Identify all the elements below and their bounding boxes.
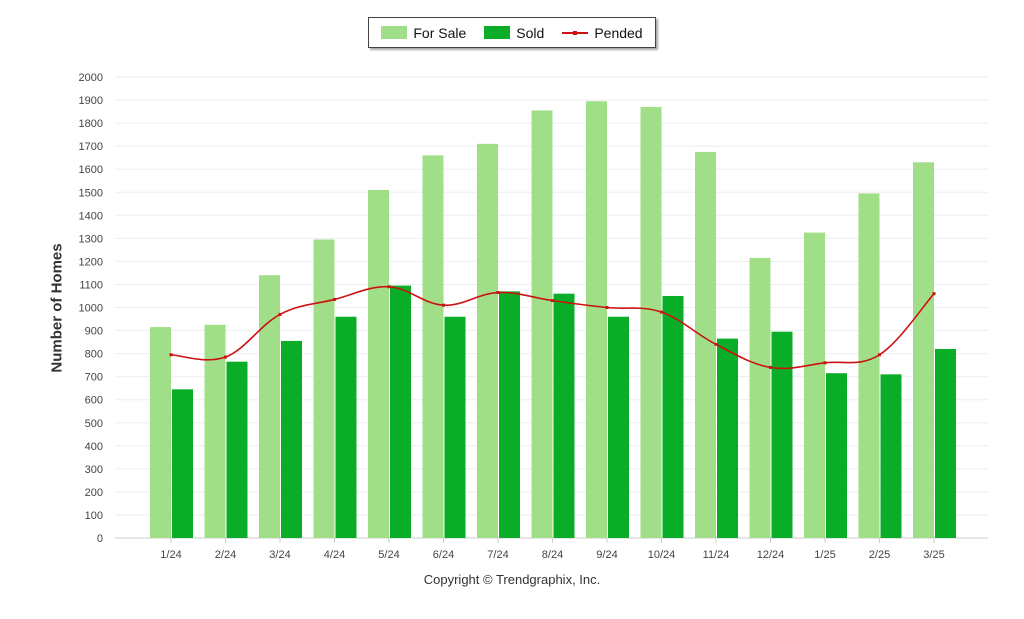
bar-sold [771, 331, 793, 538]
x-tick-label: 10/24 [648, 549, 676, 561]
y-tick-label: 1900 [79, 95, 103, 107]
y-tick-label: 600 [85, 395, 103, 407]
pended-point [387, 285, 391, 289]
bar-for-sale [749, 257, 771, 538]
bar-for-sale [531, 110, 553, 539]
x-tick-label: 12/24 [757, 549, 785, 561]
y-tick-label: 900 [85, 326, 103, 338]
bar-for-sale [259, 275, 280, 538]
x-tick-label: 11/24 [703, 549, 730, 561]
copyright-text: Copyright © Trendgraphix, Inc. [423, 572, 601, 587]
bar-sold [553, 293, 575, 538]
x-tick-label: 3/25 [923, 549, 944, 561]
pended-series [169, 285, 936, 370]
x-tick-label: 1/25 [814, 549, 835, 561]
y-tick-label: 200 [85, 487, 103, 499]
y-tick-label: 2000 [79, 72, 103, 84]
y-tick-label: 1100 [79, 279, 103, 291]
bar-sold [662, 295, 684, 538]
y-tick-label: 1200 [79, 256, 103, 268]
y-tick-label: 500 [85, 418, 103, 430]
legend-label-pended: Pended [594, 24, 643, 41]
y-tick-label: 1600 [79, 164, 103, 176]
pended-point [496, 291, 500, 295]
y-tick-label: 1800 [79, 118, 103, 130]
y-tick-label: 1400 [79, 210, 103, 222]
legend-item-for-sale[interactable]: For Sale [381, 25, 466, 41]
bar-sold [172, 389, 193, 538]
bar-for-sale [804, 232, 825, 538]
bars [150, 101, 956, 539]
pended-point [442, 303, 445, 307]
pended-point [714, 342, 718, 346]
legend-label-for-sale: For Sale [413, 24, 467, 41]
bar-sold [281, 340, 302, 538]
x-tick-label: 9/24 [596, 549, 617, 561]
y-tick-label: 800 [85, 349, 103, 361]
y-tick-label: 1700 [79, 141, 103, 153]
bar-sold [826, 373, 847, 538]
bar-sold [608, 316, 629, 538]
legend-item-sold[interactable]: Sold [484, 25, 544, 41]
bar-sold [717, 338, 738, 538]
x-tick-label: 4/24 [324, 549, 345, 561]
bar-sold [335, 316, 357, 538]
for-sale-swatch [381, 26, 408, 39]
pended-point [769, 365, 772, 369]
bar-for-sale [204, 324, 226, 538]
bar-for-sale [150, 327, 171, 538]
bar-sold [880, 374, 902, 538]
pended-point [551, 299, 554, 303]
bar-sold [390, 285, 411, 538]
bar-for-sale [313, 239, 335, 538]
pended-point [169, 353, 173, 357]
x-tick-label: 7/24 [487, 549, 508, 561]
y-tick-label: 400 [85, 441, 103, 453]
y-tick-label: 1300 [79, 233, 103, 245]
x-tick-label: 8/24 [542, 549, 563, 561]
pended-point [932, 292, 936, 296]
x-tick-label: 2/25 [869, 549, 890, 561]
pended-point [224, 355, 227, 359]
y-tick-label: 1000 [79, 303, 103, 315]
legend: For Sale Sold Pended [368, 17, 656, 48]
sold-swatch [484, 26, 511, 39]
y-tick-label: 0 [97, 533, 103, 545]
bar-for-sale [640, 106, 662, 538]
x-tick-label: 1/24 [160, 549, 181, 561]
x-tick-label: 3/24 [269, 549, 290, 561]
y-axis-label: Number of Homes [48, 243, 66, 373]
bar-for-sale [422, 155, 444, 538]
pended-swatch [562, 26, 589, 39]
bar-for-sale [477, 143, 498, 538]
bar-sold [499, 291, 520, 538]
bar-for-sale [586, 101, 607, 538]
pended-point [278, 312, 282, 316]
y-tick-label: 100 [85, 510, 103, 522]
bar-for-sale [858, 193, 880, 538]
y-tick-label: 300 [85, 464, 103, 476]
x-tick-label: 6/24 [433, 549, 454, 561]
y-tick-label: 1500 [79, 187, 103, 199]
bar-sold [226, 361, 248, 538]
x-axis-ticks: 1/24 2/24 3/24 4/24 5/24 6/24 7/24 8/24 9/24 10/2… [160, 538, 945, 561]
pended-point [823, 361, 827, 365]
bar-for-sale [913, 162, 934, 538]
y-tick-label: 700 [85, 372, 103, 384]
bar-for-sale [368, 189, 389, 538]
pended-point [878, 353, 881, 357]
pended-point [605, 306, 609, 309]
x-tick-label: 2/24 [215, 549, 236, 561]
bar-sold [444, 316, 466, 538]
legend-item-pended[interactable]: Pended [562, 24, 643, 41]
y-axis-ticks: 0 100 200 300 400 500 600 700 800 900 1000 1100 1200… [79, 72, 103, 545]
bar-for-sale [695, 151, 716, 538]
pended-point [333, 297, 336, 301]
bar-sold [935, 348, 956, 538]
pended-point [660, 310, 663, 314]
legend-label-sold: Sold [516, 24, 545, 41]
x-tick-label: 5/24 [378, 549, 399, 561]
